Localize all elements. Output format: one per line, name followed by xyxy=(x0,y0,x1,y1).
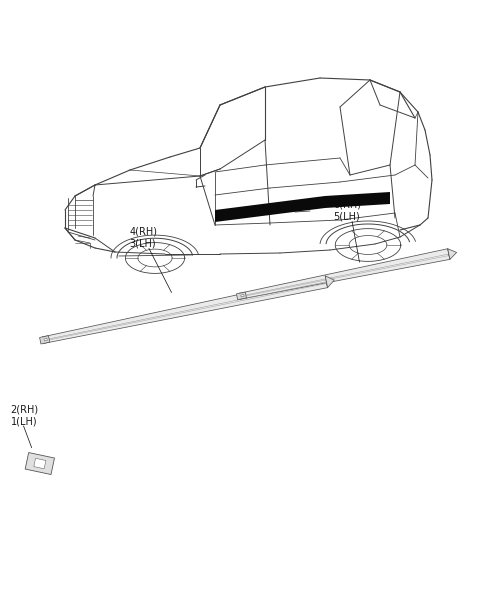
Text: 4(RH)
3(LH): 4(RH) 3(LH) xyxy=(130,227,157,249)
Polygon shape xyxy=(215,192,390,222)
Polygon shape xyxy=(325,276,334,288)
Polygon shape xyxy=(448,249,456,259)
Polygon shape xyxy=(240,249,450,299)
Polygon shape xyxy=(44,338,48,341)
Text: 2(RH)
1(LH): 2(RH) 1(LH) xyxy=(11,405,39,426)
Polygon shape xyxy=(25,453,55,474)
Polygon shape xyxy=(43,276,328,343)
Polygon shape xyxy=(34,458,46,469)
Polygon shape xyxy=(39,336,50,344)
Polygon shape xyxy=(237,292,246,300)
Text: 6(RH)
5(LH): 6(RH) 5(LH) xyxy=(334,200,361,222)
Polygon shape xyxy=(241,294,244,297)
